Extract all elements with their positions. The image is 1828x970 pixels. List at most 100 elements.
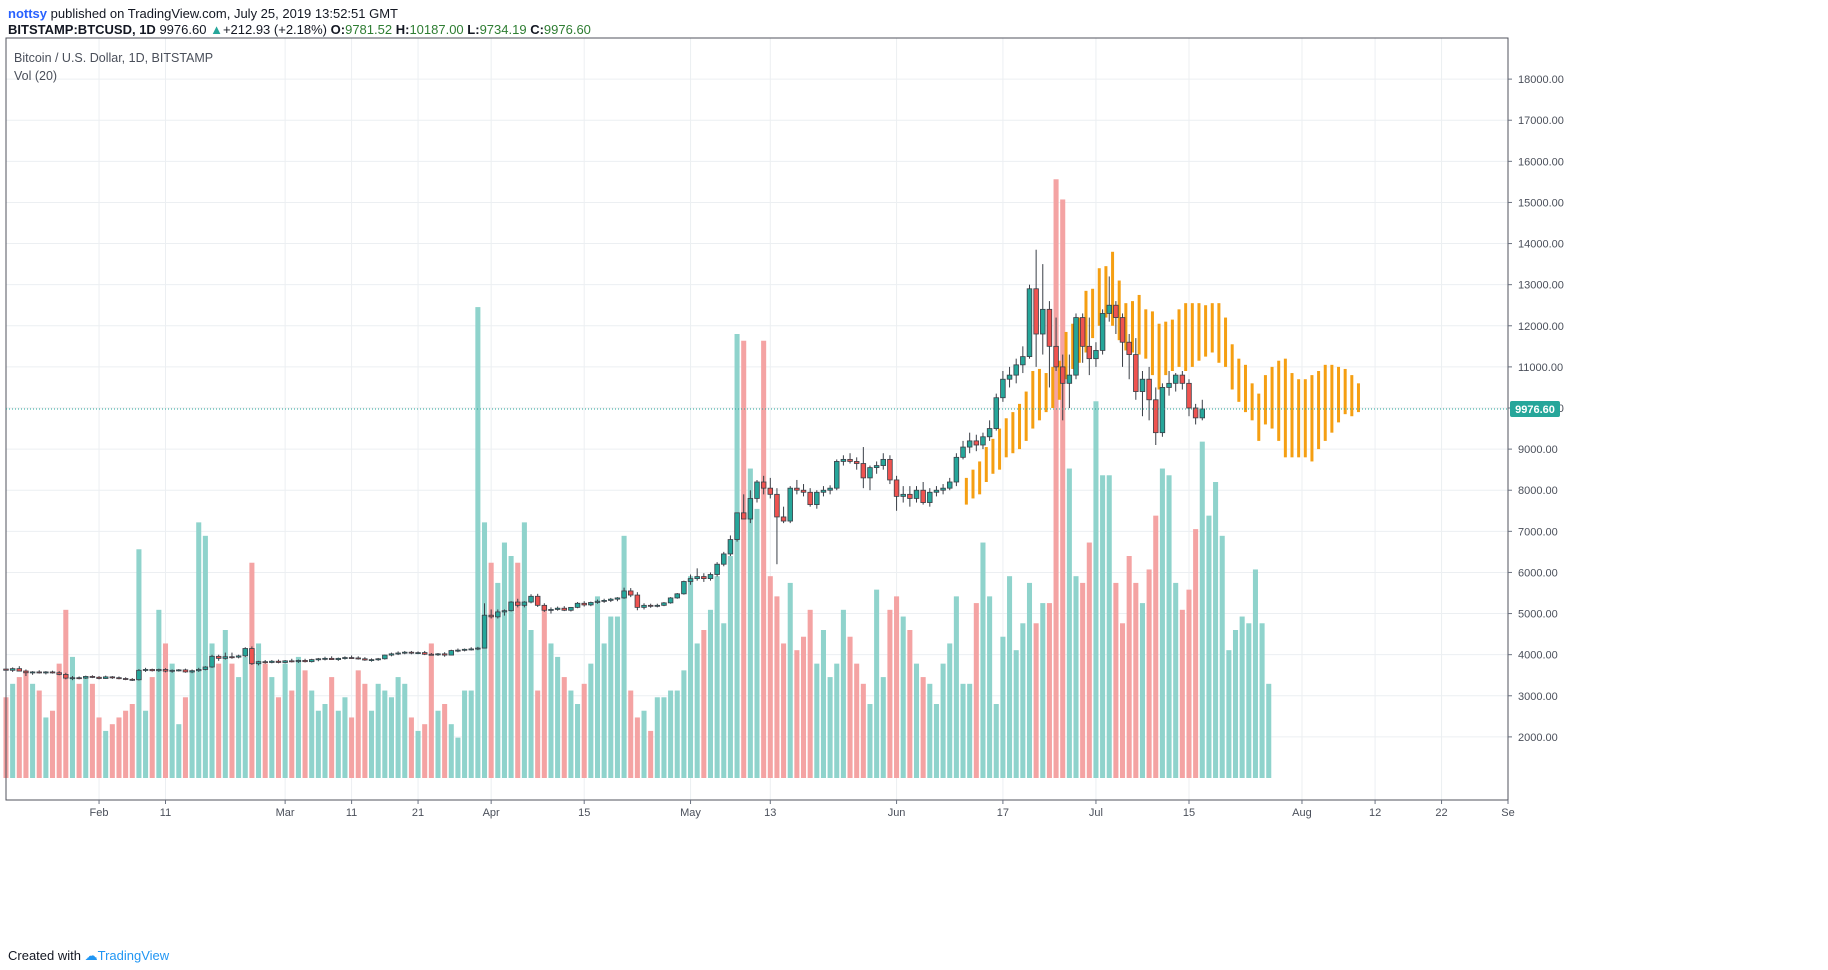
candle [687, 574, 694, 585]
candle [1093, 342, 1099, 367]
candle-body [794, 487, 800, 491]
candle [860, 447, 867, 489]
volume-bar [927, 683, 933, 778]
volume-bar [349, 717, 355, 778]
candle [415, 651, 421, 655]
candle [275, 659, 282, 664]
candle-body [966, 440, 973, 448]
candle [136, 669, 142, 681]
candle [853, 457, 860, 470]
projection-bar [1004, 418, 1008, 458]
candle [235, 654, 242, 659]
candle-body [96, 676, 102, 679]
volume-bar [781, 643, 787, 778]
candle-body [681, 581, 687, 595]
volume-bar [1033, 623, 1039, 778]
tradingview-brand[interactable]: TradingView [97, 948, 170, 963]
candle [927, 488, 933, 507]
candle [468, 647, 474, 651]
candle-body [335, 657, 342, 660]
volume-bar [967, 683, 973, 778]
candle [887, 455, 893, 485]
candle [255, 660, 262, 666]
candle-body [554, 607, 561, 610]
volume-bar [614, 616, 620, 778]
volume-bar [335, 710, 341, 778]
candle [362, 657, 368, 661]
candle [1186, 379, 1192, 417]
projection-bar [1190, 303, 1194, 367]
volume-bar [1173, 582, 1179, 778]
volume-bar [442, 704, 448, 778]
candle-body [322, 657, 328, 660]
volume-bar [402, 683, 408, 778]
volume-bar [1046, 603, 1052, 778]
candle [9, 667, 16, 672]
candle-body [122, 678, 129, 680]
candle [1179, 371, 1186, 390]
candle-body [308, 659, 315, 663]
candle-body [893, 479, 900, 497]
candle [920, 482, 926, 505]
volume-bar [960, 683, 966, 778]
volume-bar [814, 663, 820, 778]
volume-bar [96, 717, 102, 778]
candle [634, 592, 641, 611]
volume-bar [1080, 582, 1086, 778]
candle [249, 646, 255, 665]
candle [1139, 371, 1146, 417]
author-name[interactable]: nottsy [8, 6, 47, 21]
projection-bar [1011, 412, 1015, 454]
candle-body [1186, 382, 1192, 409]
candle [913, 486, 920, 503]
candle [973, 434, 980, 452]
volume-bar [222, 630, 228, 778]
candle [89, 675, 96, 679]
price-axis[interactable]: 2000.00 3000.00 4000.00 5000.00 6000.00 7000.… [1508, 74, 1564, 744]
projection-bar [1356, 383, 1360, 413]
volume-bar [143, 710, 149, 778]
symbol-name[interactable]: BITSTAMP:BTCUSD, 1D [8, 22, 156, 37]
candle-body [1099, 313, 1106, 351]
candle-body [282, 660, 288, 663]
candle-body [102, 676, 109, 679]
volume-bar [1232, 630, 1239, 778]
candle [388, 652, 395, 657]
candle-body [1106, 304, 1112, 314]
candle-body [269, 660, 275, 663]
volume-bar [734, 334, 740, 778]
volume-bar [202, 535, 208, 778]
candle-body [189, 670, 195, 673]
candle [840, 455, 847, 466]
volume-bar [1186, 589, 1192, 778]
tradingview-logo-icon[interactable]: ☁ [84, 948, 98, 963]
time-axis[interactable]: Feb 11 Mar 11 21 Apr 15 May 13 Jun 17 Jul 15 Aug 12 22 S… [90, 800, 1515, 819]
volume-bar [1026, 582, 1033, 778]
projection-bar [1210, 303, 1214, 353]
candle-body [747, 498, 754, 520]
candle-body [83, 676, 89, 679]
projection-bar [1104, 266, 1108, 318]
candle [348, 655, 355, 659]
last-value: 9976.60 [159, 22, 207, 37]
candle [1119, 313, 1126, 367]
candle-body [109, 676, 116, 679]
candle-body [913, 489, 920, 499]
candle [568, 606, 574, 612]
volume-bar [136, 549, 142, 778]
open-label: O: [330, 22, 346, 37]
volume-bar [648, 730, 654, 778]
volume-bar [1106, 475, 1112, 778]
volume-bar [109, 724, 115, 778]
volume-bar [535, 690, 541, 778]
candle-body [647, 604, 654, 607]
candle-body [89, 676, 96, 678]
candle [156, 668, 162, 672]
projection-bar [1077, 317, 1081, 363]
candle-body [568, 606, 574, 611]
candle-body [1159, 387, 1166, 434]
candle-body [767, 487, 774, 495]
y-tick-label: 6000.00 [1518, 567, 1558, 579]
candle [488, 609, 494, 619]
